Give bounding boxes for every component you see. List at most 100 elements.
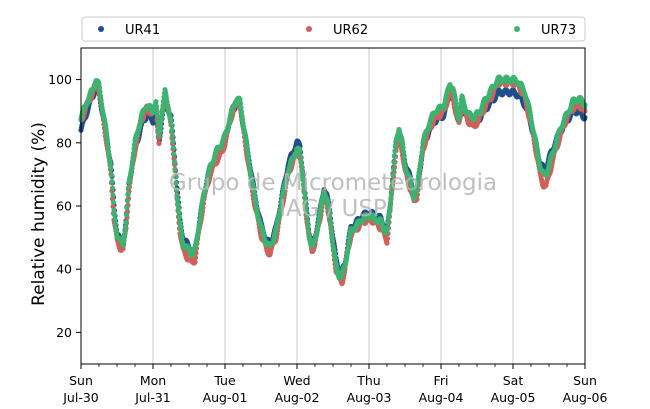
series-ur73 <box>78 74 588 281</box>
data-point <box>103 126 109 132</box>
data-point <box>154 108 160 114</box>
data-point <box>171 151 177 158</box>
data-point <box>196 221 203 227</box>
data-point <box>298 164 305 170</box>
x-tick-label-date: Jul-31 <box>134 390 171 405</box>
legend-label: UR62 <box>333 23 368 38</box>
data-point <box>384 240 390 246</box>
data-point <box>168 122 175 128</box>
data-point <box>98 97 104 103</box>
data-point <box>160 102 166 109</box>
data-point <box>105 144 111 150</box>
x-tick-label-date: Jul-30 <box>62 390 99 405</box>
data-point <box>389 184 395 190</box>
data-point <box>419 149 425 155</box>
data-point <box>390 166 397 172</box>
data-point <box>390 172 396 178</box>
legend-label: UR73 <box>541 23 576 38</box>
data-point <box>97 93 104 99</box>
data-point <box>123 212 130 218</box>
data-point <box>108 166 114 172</box>
data-point <box>299 168 305 175</box>
data-point <box>305 223 311 229</box>
data-point <box>299 173 306 179</box>
data-point <box>169 132 176 139</box>
data-point <box>106 152 112 159</box>
data-point <box>297 148 303 154</box>
data-point <box>326 211 333 217</box>
data-point <box>344 249 351 256</box>
data-point <box>174 197 181 203</box>
legend-label: UR41 <box>125 23 160 38</box>
x-tick-label-day: Fri <box>434 373 449 388</box>
data-point <box>173 180 179 186</box>
data-point <box>123 219 129 225</box>
y-tick-label: 80 <box>56 135 72 150</box>
data-point <box>170 138 176 145</box>
data-point <box>392 143 399 149</box>
y-axis-ticks: 20 40 60 80 100 <box>48 72 81 340</box>
data-point <box>456 116 462 123</box>
data-point <box>178 226 184 233</box>
data-point <box>327 220 334 226</box>
data-point <box>158 119 164 125</box>
data-point <box>304 218 311 224</box>
data-point <box>238 109 245 115</box>
data-point <box>168 117 174 123</box>
data-point <box>124 198 131 204</box>
data-point <box>124 205 130 211</box>
data-point <box>301 190 308 196</box>
data-point <box>387 204 393 210</box>
data-point <box>239 113 245 119</box>
data-point <box>238 104 244 111</box>
data-point <box>245 150 251 157</box>
data-point <box>104 139 111 145</box>
watermark-line-1: Grupo de Micrometeorologia <box>169 170 497 196</box>
data-point <box>414 180 421 187</box>
x-tick-label-day: Sun <box>69 373 93 388</box>
x-tick-label-day: Sat <box>503 373 524 388</box>
y-tick-label: 20 <box>56 325 72 340</box>
x-axis-ticks: Sun Jul-30 Mon Jul-31 Tue Aug-01 Wed Aug-02 Thu A… <box>62 364 607 405</box>
data-point <box>154 114 161 120</box>
data-point <box>175 205 182 212</box>
x-tick-label-day: Wed <box>283 373 310 388</box>
data-point <box>122 228 128 234</box>
data-point <box>414 185 420 191</box>
data-point <box>419 144 426 151</box>
data-point <box>399 141 406 147</box>
data-point <box>391 159 397 166</box>
data-point <box>385 215 392 221</box>
data-point <box>110 192 116 198</box>
data-points <box>78 74 588 287</box>
legend-marker <box>98 26 104 32</box>
data-point <box>388 195 394 201</box>
data-point <box>109 185 116 191</box>
data-point <box>113 230 120 236</box>
x-tick-label-date: Aug-03 <box>347 390 392 405</box>
data-point <box>246 163 253 170</box>
data-point <box>244 146 251 152</box>
data-point <box>305 228 312 234</box>
data-point <box>159 110 165 117</box>
data-point <box>244 142 250 149</box>
data-point <box>387 199 394 206</box>
data-point <box>158 115 165 121</box>
data-point <box>237 100 244 106</box>
data-point <box>456 113 463 119</box>
data-point <box>156 140 162 146</box>
data-point <box>96 84 103 91</box>
data-point <box>172 166 178 172</box>
data-point <box>384 224 391 230</box>
x-tick-label-date: Aug-02 <box>275 390 320 405</box>
x-tick-label-day: Sun <box>573 373 597 388</box>
data-point <box>176 214 183 221</box>
x-tick-label-date: Aug-04 <box>419 390 464 405</box>
data-point <box>176 210 182 216</box>
data-point <box>198 208 204 214</box>
x-tick-label-date: Aug-01 <box>203 390 248 405</box>
data-point <box>389 178 396 184</box>
data-point <box>112 216 118 223</box>
y-axis-title: Relative humidity (%) <box>29 122 49 306</box>
